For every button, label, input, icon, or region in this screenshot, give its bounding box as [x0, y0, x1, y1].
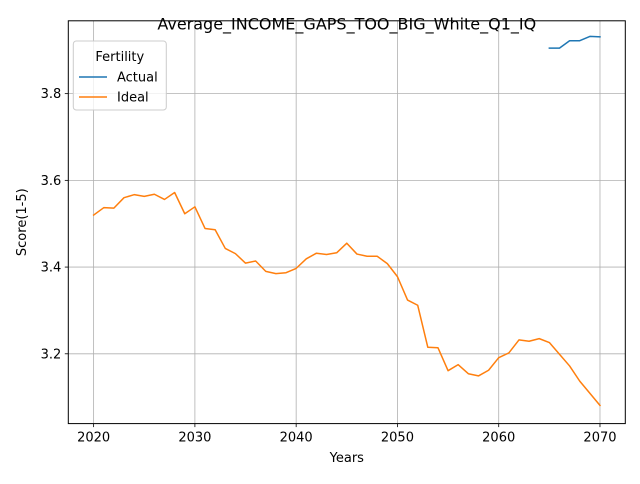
legend-box	[72, 40, 167, 111]
axis-ticks: 2020 2030 2040 2050 2060 2070 3.2 3.4 3.6 3.8	[41, 87, 617, 445]
y-tick-label: 3.6	[41, 174, 62, 189]
series-line-ideal	[92, 191, 602, 407]
x-tick-label: 2030	[178, 431, 211, 446]
y-tick-label: 3.2	[41, 347, 62, 362]
series-lines	[92, 35, 602, 407]
legend-label-ideal: Ideal	[117, 91, 149, 106]
plot-frame	[67, 20, 626, 425]
y-tick-label: 3.8	[41, 87, 62, 102]
x-tick-label: 2020	[77, 431, 110, 446]
legend-label-actual: Actual	[117, 71, 158, 86]
legend-title: Fertility	[95, 50, 144, 65]
grid	[68, 20, 626, 424]
y-axis-label: Score(1-5)	[15, 188, 30, 256]
y-tick-label: 3.4	[41, 261, 62, 276]
series-line-actual	[548, 35, 601, 49]
chart-title: Average_INCOME_GAPS_TOO_BIG_White_Q1_IQ	[157, 14, 536, 34]
x-axis-label: Years	[329, 451, 365, 466]
x-tick-label: 2050	[381, 431, 414, 446]
legend: Fertility Actual Ideal	[72, 40, 167, 111]
x-tick-label: 2070	[583, 431, 616, 446]
x-tick-label: 2060	[482, 431, 515, 446]
x-tick-label: 2040	[280, 431, 313, 446]
